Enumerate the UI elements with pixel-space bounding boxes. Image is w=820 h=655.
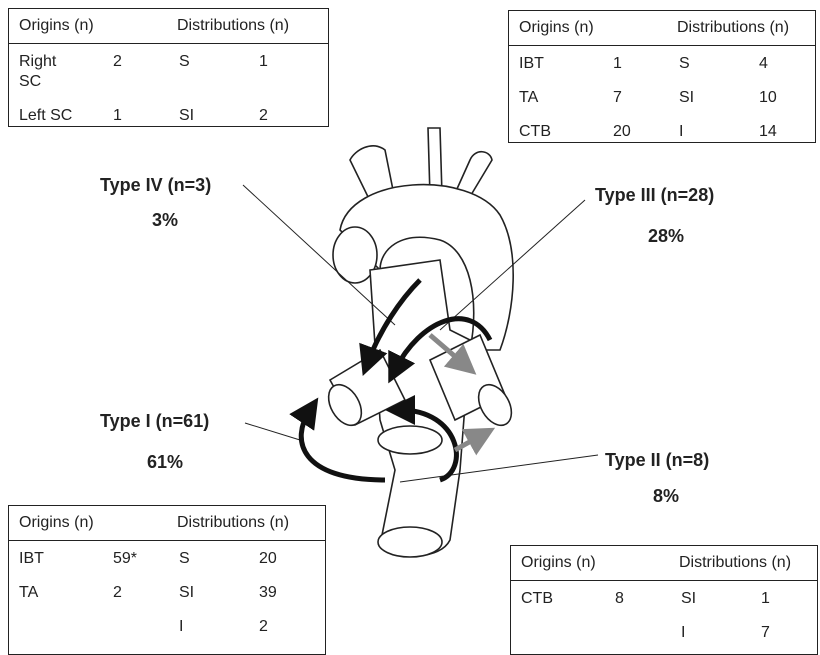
distribution-count: 1 — [761, 590, 770, 607]
header-cell: Origins (n) — [519, 19, 594, 36]
distribution-count: 1 — [259, 53, 268, 70]
distribution-name: S — [179, 53, 190, 70]
distribution-count: 39 — [259, 584, 277, 601]
ascending-end — [332, 226, 378, 284]
distribution-name: SI — [679, 89, 695, 106]
distribution-count: 2 — [259, 107, 268, 124]
distribution-count: 2 — [259, 618, 268, 635]
type-percent: 3% — [152, 210, 179, 230]
header-cell: Distributions (n) — [679, 554, 792, 571]
type-percent: 8% — [653, 486, 680, 506]
origin-count: 2 — [113, 53, 122, 70]
type-percent: 61% — [147, 452, 184, 472]
header-cell: Origins (n) — [19, 17, 94, 34]
header-cell: Origins (n) — [521, 554, 596, 571]
origin-name: CTB — [521, 590, 553, 607]
distribution-name: SI — [681, 590, 697, 607]
distribution-name: SI — [179, 107, 195, 124]
type-label: Type I (n=61) — [100, 411, 210, 431]
table-header: Origins (n) Distributions (n) — [9, 506, 325, 541]
table-body: CTB 8 SI 1 I 7 — [511, 581, 817, 643]
flow-arrow — [428, 333, 477, 375]
origin-count: 8 — [615, 590, 624, 607]
table-header: Origins (n) Distributions (n) — [9, 9, 328, 44]
origin-name: Right SC — [19, 53, 57, 90]
branch-end — [327, 383, 363, 427]
distribution-name: S — [679, 55, 690, 72]
leader-line — [399, 454, 599, 483]
distribution-name: SI — [179, 584, 195, 601]
flow-arrow — [453, 427, 496, 456]
distribution-count: 7 — [761, 624, 770, 641]
origin-count: 1 — [613, 55, 622, 72]
lumen — [377, 425, 443, 455]
table-body: IBT 1 TA 7 CTB 20 S 4 SI 10 I 14 — [509, 46, 815, 142]
origin-name: IBT — [519, 55, 544, 72]
table-body: IBT 59* TA 2 S 20 SI 39 I 2 — [9, 541, 325, 637]
distribution-count: 20 — [259, 550, 277, 567]
origin-count: 7 — [613, 89, 622, 106]
branch-end — [477, 383, 513, 427]
table: Origins (n) Distributions (n) CTB 8 SI 1 I 7 — [510, 545, 818, 655]
flow-arrow — [388, 316, 493, 384]
distribution-count: 10 — [759, 89, 777, 106]
type-percent: 28% — [648, 226, 685, 246]
table: Origins (n) Distributions (n) IBT 59* TA 2 S 20… — [8, 505, 326, 655]
table-header: Origins (n) Distributions (n) — [511, 546, 817, 581]
flow-arrow — [385, 395, 459, 483]
origin-name: TA — [19, 584, 39, 601]
table: Origins (n) Distributions (n) Right SC 2 Lef… — [8, 8, 329, 127]
table-body: Right SC 2 Left SC 1 S 1 SI 2 — [9, 44, 328, 126]
origin-count: 59* — [113, 550, 138, 567]
origin-count: 1 — [113, 107, 122, 124]
distribution-count: 14 — [759, 123, 777, 140]
leader-line — [242, 184, 396, 326]
distal-end — [377, 526, 443, 558]
origin-name: Left SC — [19, 107, 73, 124]
distribution-name: S — [179, 550, 190, 567]
table-header: Origins (n) Distributions (n) — [509, 11, 815, 46]
origin-name: CTB — [519, 123, 551, 140]
type-label: Type III (n=28) — [595, 185, 715, 205]
type-label: Type II (n=8) — [605, 450, 710, 470]
header-cell: Distributions (n) — [177, 514, 290, 531]
distribution-name: I — [679, 123, 684, 140]
origin-count: 20 — [613, 123, 631, 140]
distribution-name: I — [681, 624, 686, 641]
table: Origins (n) Distributions (n) IBT 1 TA 7 CTB 20… — [508, 10, 816, 143]
leader-line — [439, 199, 586, 331]
flow-arrow — [289, 397, 386, 483]
leader-line — [244, 422, 301, 441]
distribution-name: I — [179, 618, 184, 635]
arch — [339, 183, 514, 351]
type-label: Type IV (n=3) — [100, 175, 212, 195]
origin-count: 2 — [113, 584, 122, 601]
origin-name: IBT — [19, 550, 44, 567]
header-cell: Distributions (n) — [177, 17, 290, 34]
header-cell: Distributions (n) — [677, 19, 790, 36]
flow-arrow — [359, 278, 422, 377]
origin-name: TA — [519, 89, 539, 106]
distribution-count: 4 — [759, 55, 768, 72]
header-cell: Origins (n) — [19, 514, 94, 531]
